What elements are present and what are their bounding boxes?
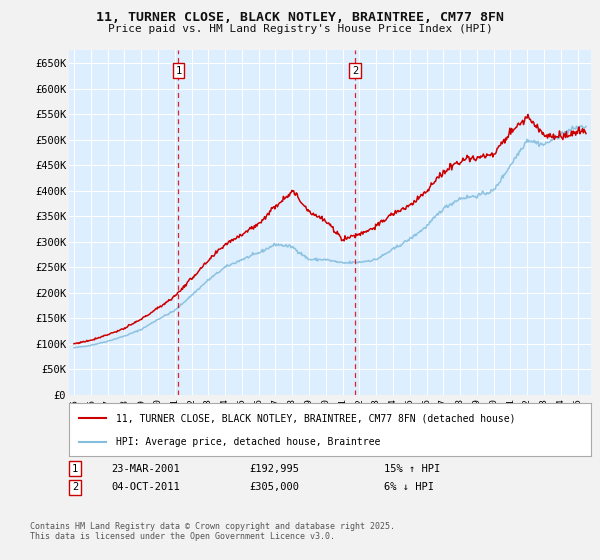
Text: 2: 2 — [352, 66, 358, 76]
Text: 15% ↑ HPI: 15% ↑ HPI — [384, 464, 440, 474]
Text: £305,000: £305,000 — [249, 482, 299, 492]
Text: 6% ↓ HPI: 6% ↓ HPI — [384, 482, 434, 492]
Text: 23-MAR-2001: 23-MAR-2001 — [111, 464, 180, 474]
Text: 2: 2 — [72, 482, 78, 492]
Text: Price paid vs. HM Land Registry's House Price Index (HPI): Price paid vs. HM Land Registry's House … — [107, 24, 493, 34]
Text: £192,995: £192,995 — [249, 464, 299, 474]
Text: 04-OCT-2011: 04-OCT-2011 — [111, 482, 180, 492]
Text: 1: 1 — [175, 66, 182, 76]
Text: 1: 1 — [72, 464, 78, 474]
Text: 11, TURNER CLOSE, BLACK NOTLEY, BRAINTREE, CM77 8FN: 11, TURNER CLOSE, BLACK NOTLEY, BRAINTRE… — [96, 11, 504, 24]
Text: 11, TURNER CLOSE, BLACK NOTLEY, BRAINTREE, CM77 8FN (detached house): 11, TURNER CLOSE, BLACK NOTLEY, BRAINTRE… — [116, 413, 515, 423]
Text: HPI: Average price, detached house, Braintree: HPI: Average price, detached house, Brai… — [116, 436, 380, 446]
Text: Contains HM Land Registry data © Crown copyright and database right 2025.
This d: Contains HM Land Registry data © Crown c… — [30, 522, 395, 542]
